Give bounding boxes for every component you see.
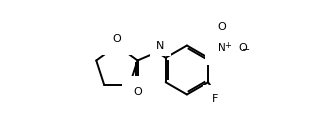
Text: N: N [218,43,226,53]
Text: H: H [158,41,166,51]
Text: F: F [212,94,218,104]
Text: O: O [238,43,247,53]
Text: O: O [217,22,226,32]
Text: −: − [242,45,250,55]
Text: O: O [112,34,121,44]
Text: +: + [224,41,232,50]
Text: N: N [156,41,164,51]
Text: O: O [133,87,142,97]
